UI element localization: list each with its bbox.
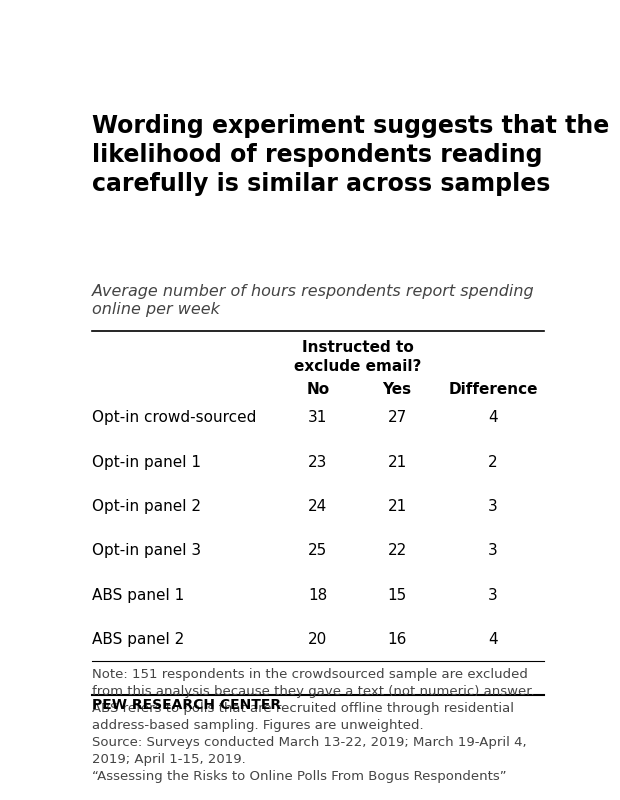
Text: 21: 21 xyxy=(388,454,407,470)
Text: Yes: Yes xyxy=(383,382,412,398)
Text: 15: 15 xyxy=(388,587,407,602)
Text: 3: 3 xyxy=(489,543,498,558)
Text: 16: 16 xyxy=(388,632,407,647)
Text: 23: 23 xyxy=(308,454,327,470)
Text: Opt-in crowd-sourced: Opt-in crowd-sourced xyxy=(92,410,256,425)
Text: Opt-in panel 1: Opt-in panel 1 xyxy=(92,454,201,470)
Text: Opt-in panel 3: Opt-in panel 3 xyxy=(92,543,201,558)
Text: Average number of hours respondents report spending
online per week: Average number of hours respondents repo… xyxy=(92,284,534,318)
Text: No: No xyxy=(306,382,329,398)
Text: Difference: Difference xyxy=(448,382,538,398)
Text: Note: 151 respondents in the crowdsourced sample are excluded
from this analysis: Note: 151 respondents in the crowdsource… xyxy=(92,668,534,782)
Text: 21: 21 xyxy=(388,499,407,514)
Text: 25: 25 xyxy=(308,543,327,558)
Text: 4: 4 xyxy=(489,632,498,647)
Text: ABS panel 2: ABS panel 2 xyxy=(92,632,184,647)
Text: 24: 24 xyxy=(308,499,327,514)
Text: 4: 4 xyxy=(489,410,498,425)
Text: 31: 31 xyxy=(308,410,327,425)
Text: ABS panel 1: ABS panel 1 xyxy=(92,587,184,602)
Text: 2: 2 xyxy=(489,454,498,470)
Text: PEW RESEARCH CENTER: PEW RESEARCH CENTER xyxy=(92,698,281,713)
Text: Instructed to
exclude email?: Instructed to exclude email? xyxy=(294,340,421,374)
Text: Wording experiment suggests that the
likelihood of respondents reading
carefully: Wording experiment suggests that the lik… xyxy=(92,114,609,196)
Text: 27: 27 xyxy=(388,410,407,425)
Text: 20: 20 xyxy=(308,632,327,647)
Text: Opt-in panel 2: Opt-in panel 2 xyxy=(92,499,201,514)
Text: 3: 3 xyxy=(489,499,498,514)
Text: 3: 3 xyxy=(489,587,498,602)
Text: 22: 22 xyxy=(388,543,407,558)
Text: 18: 18 xyxy=(308,587,327,602)
